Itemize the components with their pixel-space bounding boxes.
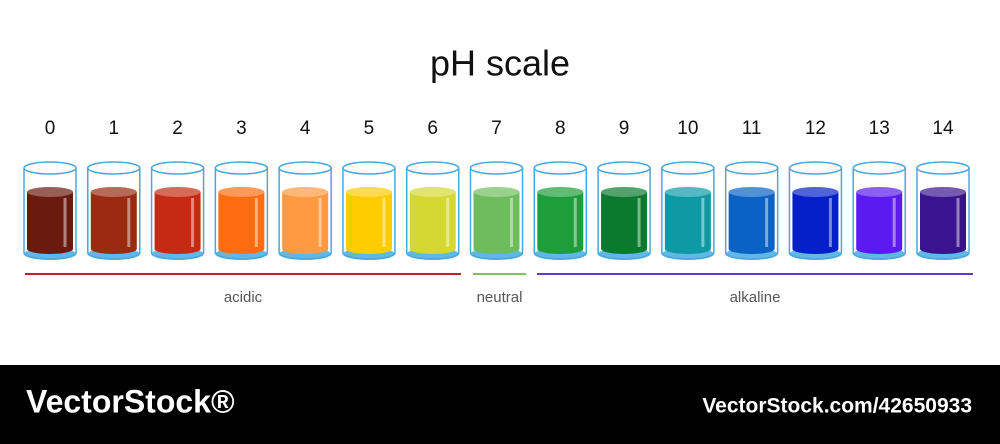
liquid-surface [282,187,329,197]
liquid-surface [345,187,392,197]
beaker-glass [469,168,524,260]
level-label: 9 [619,118,630,139]
beaker-rim [278,161,332,175]
liquid-surface [218,187,265,197]
liquid-surface [728,187,775,197]
liquid [90,192,137,254]
liquid [664,192,711,254]
level-label: 7 [491,118,502,139]
footer-id: VectorStock.com/42650933 [702,395,972,418]
beaker-glass [724,168,779,260]
liquid-surface-shine [792,187,839,197]
beaker-rim [533,161,588,175]
liquid [345,192,392,254]
beaker-glass [597,168,651,260]
beaker-glass [788,168,843,260]
beaker-rim [916,161,970,175]
liquid-surface-shine [664,187,711,197]
liquid-surface-shine [27,187,73,197]
footer-brand: VectorStock® [26,383,235,419]
group-label: alkaline [730,289,781,306]
liquid-surface-shine [537,187,584,197]
beaker-rim [150,161,205,175]
level-label: 13 [869,118,890,139]
beaker-glass [342,168,396,260]
liquid-surface [601,187,648,197]
liquid-surface-shine [90,187,137,197]
liquid-surface [856,187,903,197]
liquid [601,192,648,254]
level-label: 4 [300,118,311,139]
beaker-rim [87,161,141,175]
liquid-surface [473,187,520,197]
beaker-glass [661,168,715,260]
level-label: 8 [555,118,566,139]
level-label: 14 [932,118,954,139]
beaker-glass [405,168,460,260]
liquid-surface-shine [218,187,265,197]
liquid [920,192,966,254]
beaker-glass [916,168,970,260]
beaker-rim [661,161,715,175]
group-label: neutral [477,289,523,306]
beaker-rim [23,161,77,175]
liquid [27,192,73,254]
footer-band [0,365,1000,444]
liquid-surface [537,187,584,197]
liquid [154,192,201,254]
level-label: 11 [742,118,762,139]
liquid [218,192,265,254]
beaker-rim [214,161,269,175]
level-label: 6 [427,118,438,139]
beaker-rim [405,161,460,175]
group-label: acidic [224,289,263,306]
level-label: 3 [236,118,247,139]
liquid-surface [90,187,137,197]
liquid-surface [792,187,839,197]
liquid-surface [664,187,711,197]
liquid [792,192,839,254]
beaker-rim [788,161,843,175]
beaker-glass [278,168,332,260]
beaker-rim [469,161,524,175]
beaker-rim [852,161,906,175]
liquid-surface [920,187,966,197]
liquid-surface-shine [345,187,392,197]
liquid [282,192,329,254]
liquid-surface [154,187,201,197]
liquid [537,192,584,254]
liquid [728,192,775,254]
level-label: 1 [108,118,119,139]
liquid-surface [409,187,456,197]
beaker-glass [533,168,588,260]
liquid-surface-shine [154,187,201,197]
liquid-surface-shine [282,187,329,197]
beaker-rim [342,161,396,175]
liquid-surface-shine [409,187,456,197]
beaker-glass [87,168,141,260]
liquid-surface-shine [856,187,903,197]
beaker-rim [597,161,651,175]
liquid-surface [27,187,73,197]
beaker-glass [852,168,906,260]
level-label: 12 [805,118,826,139]
level-label: 2 [172,118,183,139]
beaker-glass [150,168,205,260]
liquid [409,192,456,254]
level-label: 0 [45,118,56,139]
liquid-surface-shine [473,187,520,197]
level-label: 5 [364,118,375,139]
liquid-surface-shine [920,187,966,197]
liquid [473,192,520,254]
beaker-rim [724,161,779,175]
liquid-surface-shine [601,187,648,197]
beaker-glass [214,168,269,260]
beaker-glass [23,168,77,260]
level-label: 10 [677,118,698,139]
title: pH scale [430,43,570,84]
liquid-surface-shine [728,187,775,197]
liquid [856,192,903,254]
